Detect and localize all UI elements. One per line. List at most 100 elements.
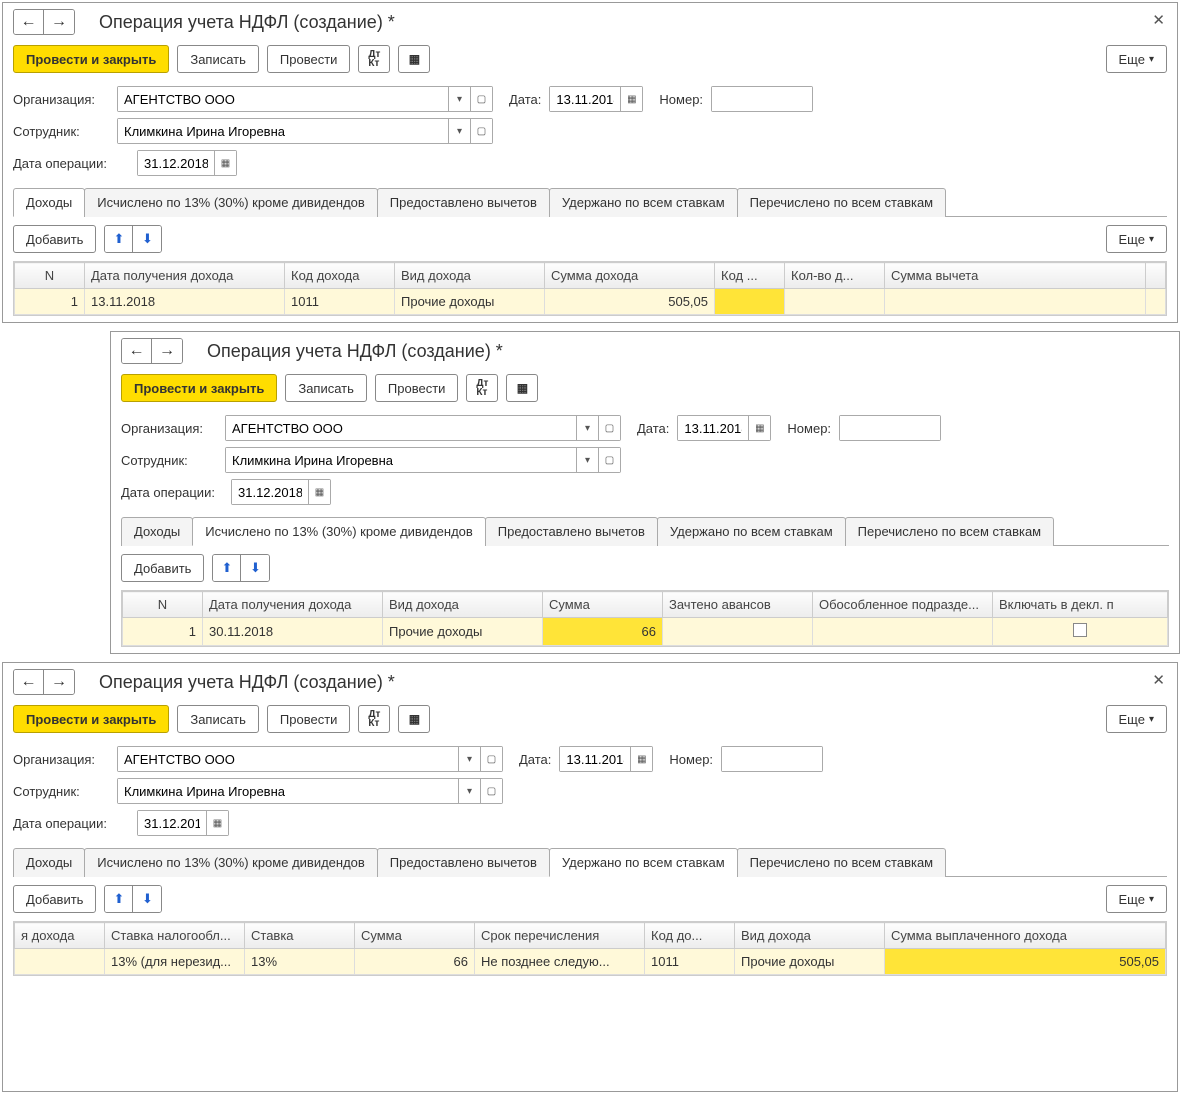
tab-calculated[interactable]: Исчислено по 13% (30%) кроме дивидендов xyxy=(84,848,378,877)
cell-unit[interactable] xyxy=(813,618,993,646)
add-button[interactable]: Добавить xyxy=(13,885,96,913)
opdate-input[interactable]: ▦ xyxy=(137,150,237,176)
calendar-icon[interactable]: ▦ xyxy=(630,747,652,771)
cell-qty[interactable] xyxy=(785,289,885,315)
cell-type[interactable]: Прочие доходы xyxy=(395,289,545,315)
more-button[interactable]: Еще xyxy=(1106,705,1167,733)
col-n[interactable]: N xyxy=(15,263,85,289)
structure-icon[interactable]: ▦ xyxy=(506,374,538,402)
post-button[interactable]: Провести xyxy=(267,45,351,73)
tab-incomes[interactable]: Доходы xyxy=(13,188,85,217)
org-input[interactable]: ▾ ▢ xyxy=(117,746,503,772)
add-button[interactable]: Добавить xyxy=(13,225,96,253)
date-input[interactable]: ▦ xyxy=(677,415,771,441)
calendar-icon[interactable]: ▦ xyxy=(748,416,770,440)
cell-rate[interactable]: 13% xyxy=(245,949,355,975)
tab-transferred[interactable]: Перечислено по всем ставкам xyxy=(845,517,1054,546)
date-field[interactable] xyxy=(560,747,630,771)
opdate-input[interactable]: ▦ xyxy=(231,479,331,505)
open-icon[interactable]: ▢ xyxy=(470,119,492,143)
date-field[interactable] xyxy=(550,87,620,111)
col-deadline[interactable]: Срок перечисления xyxy=(475,923,645,949)
col-include[interactable]: Включать в декл. п xyxy=(993,592,1168,618)
col-taxrate[interactable]: Ставка налогообл... xyxy=(105,923,245,949)
more-button[interactable]: Еще xyxy=(1106,45,1167,73)
cell-paid[interactable]: 505,05 xyxy=(885,949,1166,975)
org-field[interactable] xyxy=(118,747,458,771)
org-field[interactable] xyxy=(118,87,448,111)
cell-deadline[interactable]: Не позднее следую... xyxy=(475,949,645,975)
emp-input[interactable]: ▾ ▢ xyxy=(225,447,621,473)
col-qty[interactable]: Кол-во д... xyxy=(785,263,885,289)
emp-input[interactable]: ▾ ▢ xyxy=(117,118,493,144)
number-input[interactable] xyxy=(711,86,813,112)
post-button[interactable]: Провести xyxy=(267,705,351,733)
col-unit[interactable]: Обособленное подразде... xyxy=(813,592,993,618)
org-input[interactable]: ▾ ▢ xyxy=(117,86,493,112)
cell-include[interactable] xyxy=(993,618,1168,646)
tab-deductions[interactable]: Предоставлено вычетов xyxy=(377,848,550,877)
table-row[interactable]: 1 30.11.2018 Прочие доходы 66 xyxy=(123,618,1168,646)
emp-input[interactable]: ▾ ▢ xyxy=(117,778,503,804)
col-sum[interactable]: Сумма xyxy=(355,923,475,949)
col-date[interactable]: Дата получения дохода xyxy=(85,263,285,289)
forward-button[interactable]: → xyxy=(44,10,74,34)
tab-transferred[interactable]: Перечислено по всем ставкам xyxy=(737,848,946,877)
col-extra[interactable] xyxy=(1146,263,1166,289)
tab-incomes[interactable]: Доходы xyxy=(121,517,193,546)
dropdown-icon[interactable]: ▾ xyxy=(448,87,470,111)
tab-deductions[interactable]: Предоставлено вычетов xyxy=(485,517,658,546)
emp-field[interactable] xyxy=(118,779,458,803)
date-input[interactable]: ▦ xyxy=(559,746,653,772)
open-icon[interactable]: ▢ xyxy=(470,87,492,111)
col-dsum[interactable]: Сумма вычета xyxy=(885,263,1146,289)
col-paid[interactable]: Сумма выплаченного дохода xyxy=(885,923,1166,949)
tab-withheld[interactable]: Удержано по всем ставкам xyxy=(657,517,846,546)
org-field[interactable] xyxy=(226,416,576,440)
dtkt-icon[interactable]: ДтКт xyxy=(358,45,390,73)
cell-n[interactable]: 1 xyxy=(15,289,85,315)
col-type[interactable]: Вид дохода xyxy=(383,592,543,618)
close-icon[interactable]: ✕ xyxy=(1152,671,1165,689)
dropdown-icon[interactable]: ▾ xyxy=(458,747,480,771)
table-row[interactable]: 13% (для нерезид... 13% 66 Не позднее сл… xyxy=(15,949,1166,975)
number-input[interactable] xyxy=(839,415,941,441)
open-icon[interactable]: ▢ xyxy=(598,416,620,440)
post-and-close-button[interactable]: Провести и закрыть xyxy=(121,374,277,402)
col-advance[interactable]: Зачтено авансов xyxy=(663,592,813,618)
forward-button[interactable]: → xyxy=(152,339,182,363)
cell-advance[interactable] xyxy=(663,618,813,646)
tab-incomes[interactable]: Доходы xyxy=(13,848,85,877)
emp-field[interactable] xyxy=(226,448,576,472)
cell-date[interactable]: 13.11.2018 xyxy=(85,289,285,315)
dtkt-icon[interactable]: ДтКт xyxy=(358,705,390,733)
date-field[interactable] xyxy=(678,416,748,440)
back-button[interactable]: ← xyxy=(122,339,152,363)
close-icon[interactable]: ✕ xyxy=(1152,11,1165,29)
move-up-icon[interactable]: ⬆ xyxy=(105,886,133,912)
col-incdate[interactable]: я дохода xyxy=(15,923,105,949)
opdate-field[interactable] xyxy=(138,811,206,835)
number-field[interactable] xyxy=(840,416,940,440)
opdate-field[interactable] xyxy=(232,480,308,504)
tab-calculated[interactable]: Исчислено по 13% (30%) кроме дивидендов xyxy=(84,188,378,217)
add-button[interactable]: Добавить xyxy=(121,554,204,582)
tab-deductions[interactable]: Предоставлено вычетов xyxy=(377,188,550,217)
calendar-icon[interactable]: ▦ xyxy=(620,87,642,111)
calendar-icon[interactable]: ▦ xyxy=(206,811,228,835)
opdate-input[interactable]: ▦ xyxy=(137,810,229,836)
col-type[interactable]: Вид дохода xyxy=(395,263,545,289)
tab-calculated[interactable]: Исчислено по 13% (30%) кроме дивидендов xyxy=(192,517,486,546)
tab-withheld[interactable]: Удержано по всем ставкам xyxy=(549,188,738,217)
tab-transferred[interactable]: Перечислено по всем ставкам xyxy=(737,188,946,217)
cell-incdate[interactable] xyxy=(15,949,105,975)
cell-code[interactable]: 1011 xyxy=(285,289,395,315)
dropdown-icon[interactable]: ▾ xyxy=(448,119,470,143)
back-button[interactable]: ← xyxy=(14,670,44,694)
open-icon[interactable]: ▢ xyxy=(598,448,620,472)
move-up-icon[interactable]: ⬆ xyxy=(105,226,133,252)
col-date[interactable]: Дата получения дохода xyxy=(203,592,383,618)
more-button[interactable]: Еще xyxy=(1106,225,1167,253)
org-input[interactable]: ▾ ▢ xyxy=(225,415,621,441)
col-sum[interactable]: Сумма дохода xyxy=(545,263,715,289)
